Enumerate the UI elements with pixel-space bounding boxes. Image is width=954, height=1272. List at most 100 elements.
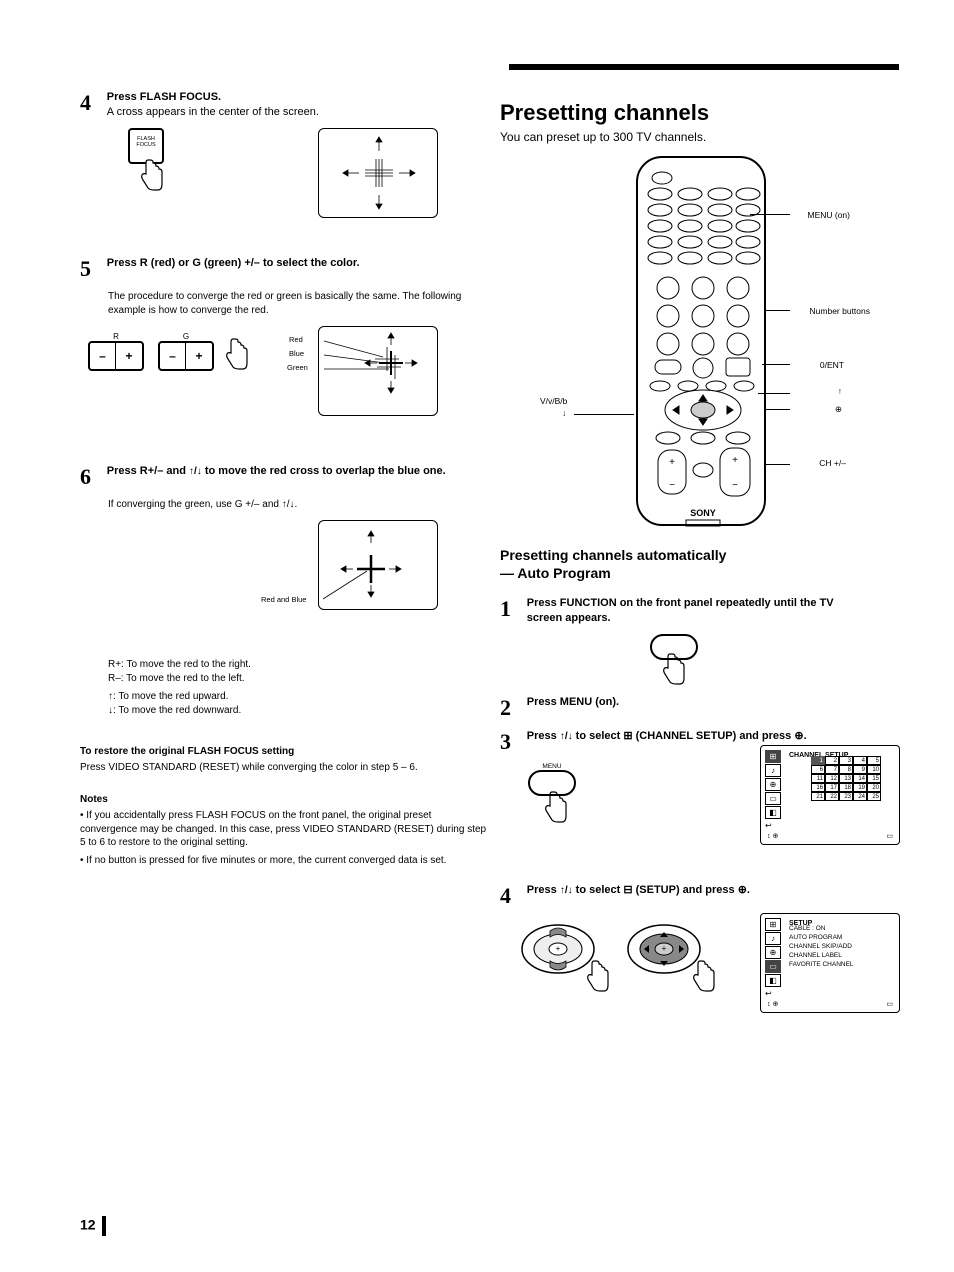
auto-step-4-illus: + +: [528, 919, 900, 1029]
step-4-line2: A cross appears in the center of the scr…: [107, 106, 319, 118]
header-divider: [509, 64, 899, 70]
svg-text:+: +: [669, 457, 675, 468]
step-6-text: Press R+/– and ↑/↓ to move the red cross…: [107, 464, 477, 479]
restore-heading: To restore the original FLASH FOCUS sett…: [80, 746, 490, 757]
menu-icon: ⊞: [765, 918, 781, 931]
section-subtitle: You can preset up to 300 TV channels.: [500, 130, 900, 144]
remote-figure: + − + − SONY MENU (on) Number buttons 0/…: [570, 156, 840, 536]
setup-icon: ⊟: [623, 884, 632, 896]
menu-icon: ⊕: [765, 778, 781, 791]
menu-button[interactable]: [528, 770, 576, 796]
auto-step-1-illus: [620, 634, 900, 689]
auto-step-3-num: 3: [500, 729, 524, 755]
restore-text: Press VIDEO STANDARD (RESET) while conve…: [80, 761, 490, 775]
s4b: to select: [573, 884, 624, 896]
step-6-screen: Red and Blue: [318, 520, 438, 610]
auto-step-2: 2 Press MENU (on).: [500, 695, 900, 721]
hand-press-icon: [223, 337, 251, 371]
hand-press-icon: [138, 158, 166, 192]
updown-icon: ↑/↓: [560, 731, 573, 742]
menu-icon: ♪: [765, 764, 781, 777]
menu-icon: ◧: [765, 974, 781, 987]
auto-step-2-bold: Press MENU (on).: [527, 696, 619, 708]
step-6-number: 6: [80, 464, 104, 490]
step-4-screen: [318, 128, 438, 218]
callout-green: Green: [287, 363, 308, 372]
menu-icon: ⊞: [765, 750, 781, 763]
s4d: .: [747, 884, 750, 896]
svg-text:+: +: [556, 944, 561, 953]
callout-blue: Blue: [289, 349, 304, 358]
step-6-body: If converging the green, use G +/– and ↑…: [108, 498, 490, 512]
r-button-label: R: [88, 332, 144, 341]
auto-step-3-text: Press ↑/↓ to select ⊞ (CHANNEL SETUP) an…: [527, 729, 867, 744]
s3b: to select: [573, 730, 624, 742]
r-plus-minus-button[interactable]: –+: [88, 341, 144, 371]
label-right-enter: ⊕: [835, 404, 842, 415]
section-title: Presetting channels: [500, 100, 900, 126]
s4a: Press: [527, 884, 560, 896]
auto-step-1: 1 Press FUNCTION on the front panel repe…: [500, 596, 900, 626]
label-menu-on: MENU (on): [807, 210, 850, 220]
step-6-illustration: Red and Blue: [108, 520, 490, 640]
setup-menu: SETUP ⊞ ♪ ⊕ ▭ ◧ ↩ CABLE : ON AUTO PROGRA…: [760, 913, 900, 1013]
auto-step-2-num: 2: [500, 695, 524, 721]
note-1: • If you accidentally press FLASH FOCUS …: [80, 809, 490, 850]
arrow-dn-text: : To move the red downward.: [113, 705, 241, 716]
step-4-number: 4: [80, 90, 104, 116]
label-ch-pm: CH +/–: [819, 458, 846, 468]
s4label: (SETUP): [636, 884, 680, 896]
s3label: (CHANNEL SETUP): [636, 730, 737, 742]
function-button[interactable]: [650, 634, 698, 660]
label-zero-ent: 0/ENT: [820, 360, 844, 370]
auto-step-1-num: 1: [500, 596, 524, 622]
step-6-r-desc: R+: To move the red to the right. R–: To…: [108, 658, 490, 686]
menu-icon: ▭: [765, 792, 781, 805]
auto-step-1-bold: Press FUNCTION on the front panel repeat…: [527, 597, 834, 624]
auto-step-1-text: Press FUNCTION on the front panel repeat…: [527, 596, 867, 626]
menu-sidebar-icons: ⊞ ♪ ⊕ ▭ ◧ ↩: [765, 750, 785, 830]
auto-step-4-num: 4: [500, 883, 524, 909]
step-5-number: 5: [80, 256, 104, 282]
menu-footer-right: ▭: [886, 1000, 893, 1008]
joystick-center[interactable]: +: [624, 919, 714, 989]
channel-setup-icon: ⊞: [623, 730, 632, 742]
updown-icon: ↑/↓: [282, 499, 295, 510]
svg-text:−: −: [669, 480, 675, 491]
menu-icon: ▭: [765, 960, 781, 973]
step-4-illustration: FLASHFOCUS: [108, 128, 490, 238]
enter-icon: ⊕: [794, 730, 803, 742]
setup-menu-items: CABLE : ON AUTO PROGRAM CHANNEL SKIP/ADD…: [789, 924, 854, 969]
step-5-screen: Red Blue Green: [318, 326, 438, 416]
svg-text:+: +: [662, 944, 667, 953]
flash-focus-label: FLASHFOCUS: [130, 130, 162, 148]
svg-text:+: +: [732, 455, 738, 466]
g-button-label: G: [158, 332, 214, 341]
notes-heading: Notes: [80, 794, 490, 805]
menu-icon: ◧: [765, 806, 781, 819]
s3c: and press: [736, 730, 794, 742]
s4c: and press: [680, 884, 738, 896]
label-down-arrow: ↓: [562, 408, 566, 418]
svg-text:−: −: [732, 480, 738, 491]
flash-focus-button[interactable]: FLASHFOCUS: [128, 128, 166, 195]
step-5-line1: Press R (red) or G (green) +/– to select…: [107, 257, 360, 269]
remote-body: + − + − SONY: [636, 156, 766, 526]
menu-footer-left: ↕ ⊕: [767, 832, 778, 840]
hand-press-icon: [690, 959, 718, 993]
step-5-text: Press R (red) or G (green) +/– to select…: [107, 256, 477, 271]
channel-setup-menu: CHANNEL SETUP ⊞ ♪ ⊕ ▭ ◧ ↩ 12345 678910 1…: [760, 745, 900, 845]
hand-press-icon: [584, 959, 612, 993]
menu-footer-left: ↕ ⊕: [767, 1000, 778, 1008]
step-4-line1: Press FLASH FOCUS.: [107, 91, 221, 103]
channel-grid: 12345 678910 1112131415 1617181920 21222…: [811, 756, 891, 801]
menu-footer-right: ▭: [886, 832, 893, 840]
step-6: 6 Press R+/– and ↑/↓ to move the red cro…: [80, 464, 490, 490]
g-plus-minus-button[interactable]: –+: [158, 341, 214, 371]
step-4-text: Press FLASH FOCUS. A cross appears in th…: [107, 90, 477, 120]
step-5-illustration: R –+ G –+: [108, 326, 490, 446]
callout-rb: Red and Blue: [261, 595, 306, 604]
step-5: 5 Press R (red) or G (green) +/– to sele…: [80, 256, 490, 282]
auto-program-heading: Presetting channels automatically — Auto…: [500, 546, 900, 582]
joystick-updown[interactable]: +: [518, 919, 608, 989]
